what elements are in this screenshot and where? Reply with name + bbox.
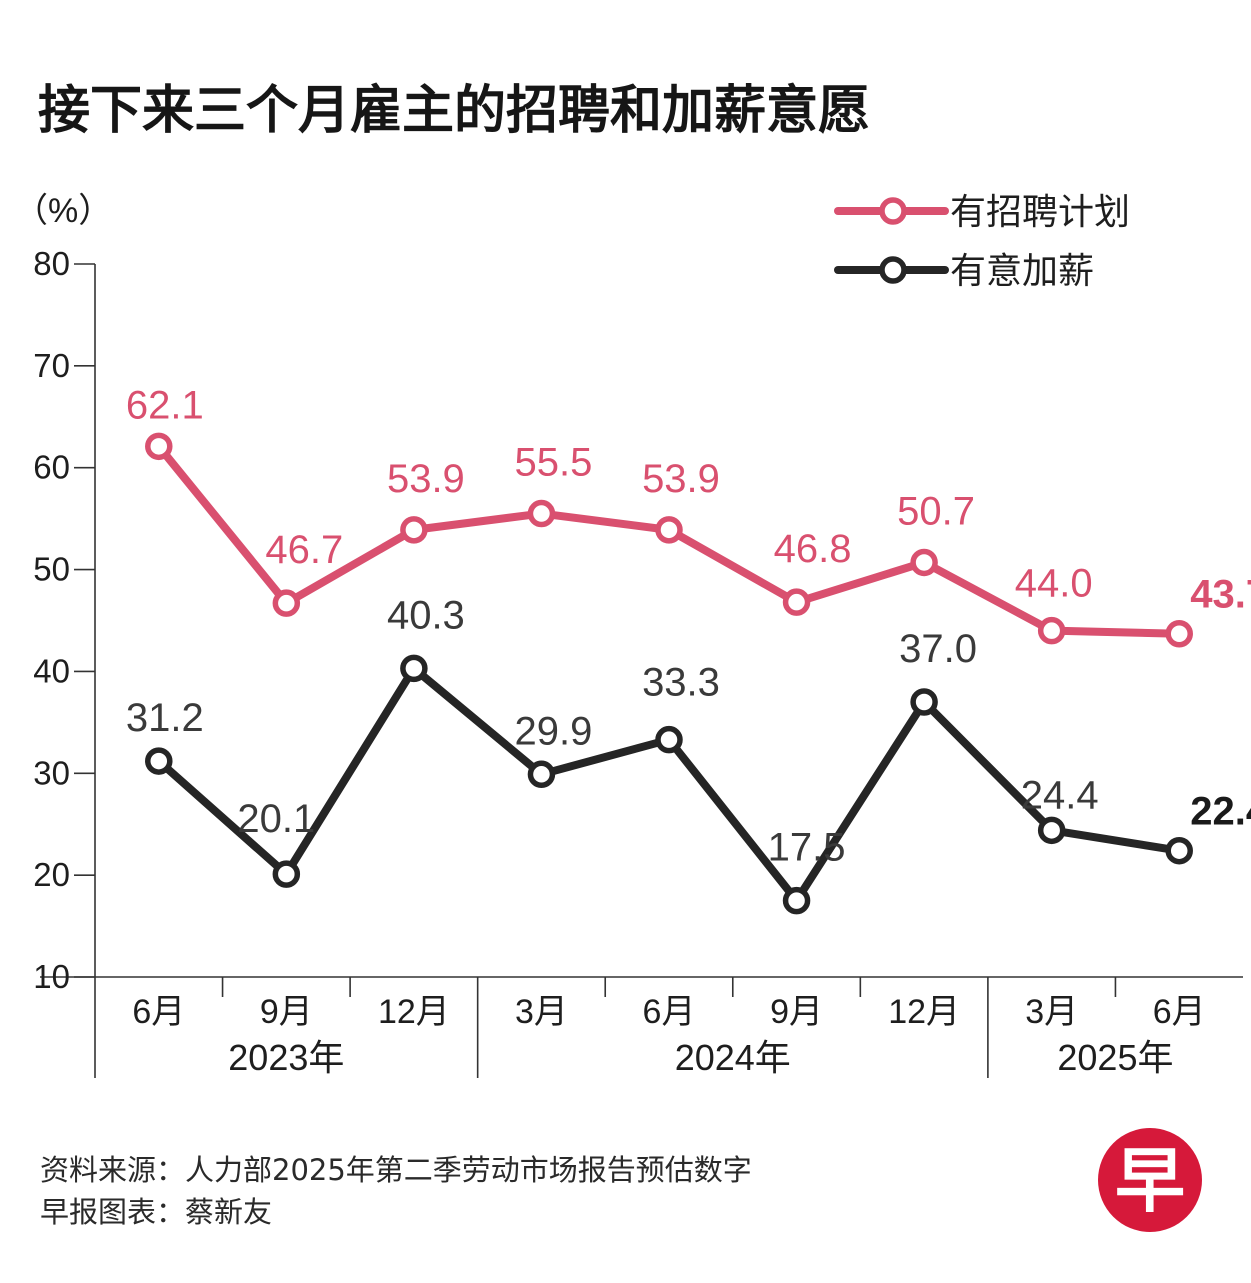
data-labels-layer: 62.1 46.7 53.9 55.5 53.9 46.8 50.7 44.0 43.7 31.2… [126,383,1251,869]
data-label-salary: 24.4 [1021,773,1099,817]
data-label-salary: 33.3 [642,661,720,705]
logo-circle [1098,1128,1202,1232]
axes: 10 20 30 40 50 60 70 80 6月 9月 12月 3月 6月 9月 12月 3月 6月 2023… [33,245,1243,1078]
y-tick-label: 20 [33,856,70,893]
x-tick-label: 12月 [888,993,960,1031]
data-point-hiring [655,516,683,544]
data-label-salary: 37.0 [899,627,977,671]
legend-marker-salary [879,256,907,284]
data-label-salary: 40.3 [387,593,465,637]
y-tick-label: 10 [33,958,70,995]
data-label-hiring: 46.7 [265,528,343,572]
y-tick-label: 70 [33,347,70,384]
series-layer [145,432,1193,915]
data-point-salary [400,654,428,683]
x-tick-label: 6月 [643,993,696,1031]
data-point-salary [527,760,556,789]
data-point-salary [655,725,683,754]
y-tick-label: 80 [33,245,70,282]
source-note: 资料来源：人力部2025年第二季劳动市场报告预估数字 [40,1153,752,1187]
data-point-hiring [910,548,938,577]
year-group-label: 2024年 [675,1037,791,1078]
legend-label-hiring: 有招聘计划 [950,192,1130,233]
y-axis-unit-label: （%） [14,192,112,230]
x-tick-label: 6月 [132,993,185,1031]
logo-glyph: 早 [1115,1140,1185,1222]
year-group-label: 2025年 [1057,1037,1173,1078]
data-label-salary: 29.9 [515,709,593,753]
data-point-salary [272,860,301,888]
legend-label-salary: 有意加薪 [950,251,1094,292]
data-label-salary: 20.1 [237,797,315,841]
y-tick-label: 30 [33,754,70,791]
data-label-salary: 22.4 [1190,790,1251,834]
data-point-hiring [1037,616,1066,645]
series-hiring [145,432,1193,648]
x-tick-label: 12月 [378,993,450,1031]
data-label-hiring: 62.1 [126,383,204,427]
data-point-salary [1037,816,1066,845]
year-group-label: 2023年 [228,1037,344,1078]
y-tick-label: 60 [33,449,70,486]
zaobao-logo: 早 [1098,1128,1202,1232]
data-point-hiring [527,499,556,528]
y-tick-label: 40 [33,652,70,689]
x-tick-label: 3月 [1025,993,1078,1031]
chart-title: 接下来三个月雇主的招聘和加薪意愿 [38,81,870,141]
data-point-salary [1165,836,1193,865]
data-point-hiring [145,432,173,461]
data-label-hiring: 53.9 [642,457,720,501]
credit-note: 早报图表：蔡新友 [40,1195,272,1229]
data-point-hiring [782,588,811,616]
legend-marker-hiring [879,197,907,225]
data-point-hiring [400,516,428,544]
data-label-hiring: 53.9 [387,457,465,501]
y-tick-label: 50 [33,551,70,588]
data-label-hiring: 50.7 [897,489,975,533]
x-tick-label: 9月 [260,993,313,1031]
data-label-salary: 17.5 [768,826,846,870]
data-label-hiring: 43.7 [1190,573,1251,617]
data-label-salary: 31.2 [126,696,204,740]
data-label-hiring: 46.8 [774,527,852,571]
data-label-hiring: 44.0 [1015,562,1093,606]
data-point-salary [910,688,938,716]
x-tick-label: 3月 [515,993,568,1031]
data-point-salary [145,747,173,775]
data-point-hiring [1165,619,1193,648]
x-tick-label: 6月 [1153,993,1206,1031]
series-salary [145,654,1193,915]
data-point-salary [782,886,811,915]
data-label-hiring: 55.5 [515,441,593,485]
x-tick-label: 9月 [770,993,823,1031]
data-point-hiring [272,589,301,617]
